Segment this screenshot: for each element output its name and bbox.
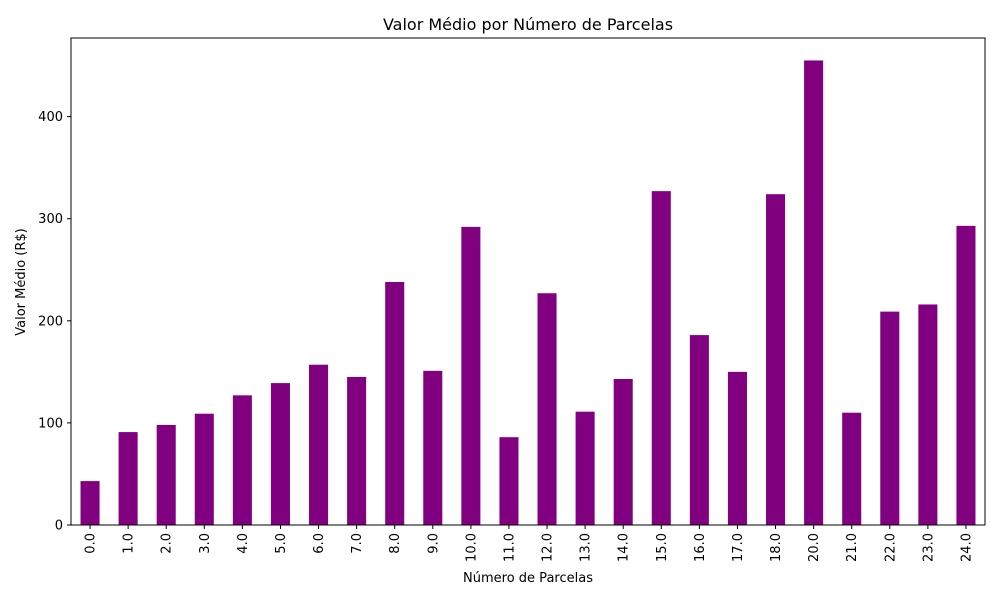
bar-17.0	[728, 372, 747, 525]
bars-layer	[81, 60, 976, 525]
x-tick-label: 16.0	[693, 533, 708, 562]
bar-12.0	[538, 293, 557, 525]
x-tick-label: 6.0	[312, 533, 327, 554]
bar-5.0	[271, 383, 290, 525]
x-tick-label: 10.0	[464, 533, 479, 562]
y-tick-label: 200	[38, 314, 63, 329]
y-axis: 0 100 200 300 400	[38, 110, 71, 533]
bar-9.0	[423, 371, 442, 525]
bar-3.0	[195, 414, 214, 525]
bar-8.0	[385, 282, 404, 525]
y-axis-label: Valor Médio (R$)	[14, 228, 29, 336]
y-tick-label: 0	[55, 519, 63, 534]
chart-title: Valor Médio por Número de Parcelas	[383, 15, 673, 34]
y-tick-label: 100	[38, 416, 63, 431]
x-axis: 0.0 1.0 2.0 3.0 4.0 5.0 6.0 7.0 8.0 9.0 10.0 11.0 12…	[84, 525, 975, 562]
x-tick-label: 18.0	[769, 533, 784, 562]
bar-15.0	[652, 191, 671, 525]
x-tick-label: 15.0	[655, 533, 670, 562]
x-tick-label: 20.0	[807, 533, 822, 562]
x-tick-label: 2.0	[160, 533, 175, 554]
x-tick-label: 1.0	[122, 533, 137, 554]
x-tick-label: 24.0	[959, 533, 974, 562]
bar-11.0	[499, 437, 518, 525]
bar-24.0	[956, 226, 975, 525]
x-tick-label: 7.0	[350, 533, 365, 554]
bar-7.0	[347, 377, 366, 525]
x-tick-label: 13.0	[579, 533, 594, 562]
x-tick-label: 12.0	[541, 533, 556, 562]
bar-4.0	[233, 395, 252, 525]
x-tick-label: 22.0	[883, 533, 898, 562]
x-tick-label: 11.0	[502, 533, 517, 562]
x-tick-label: 4.0	[236, 533, 251, 554]
bar-22.0	[880, 312, 899, 525]
y-tick-label: 400	[38, 110, 63, 125]
bar-18.0	[766, 194, 785, 525]
bar-10.0	[461, 227, 480, 525]
x-tick-label: 17.0	[731, 533, 746, 562]
x-tick-label: 8.0	[388, 533, 403, 554]
bar-23.0	[918, 304, 937, 525]
x-tick-label: 9.0	[426, 533, 441, 554]
x-axis-label: Número de Parcelas	[463, 571, 593, 586]
bar-21.0	[842, 413, 861, 525]
bar-1.0	[119, 432, 138, 525]
x-tick-label: 0.0	[84, 533, 99, 554]
x-tick-label: 14.0	[617, 533, 632, 562]
bar-16.0	[690, 335, 709, 525]
bar-20.0	[804, 60, 823, 525]
bar-13.0	[576, 412, 595, 525]
y-tick-label: 300	[38, 212, 63, 227]
x-tick-label: 3.0	[198, 533, 213, 554]
x-tick-label: 5.0	[274, 533, 289, 554]
x-tick-label: 21.0	[845, 533, 860, 562]
bar-14.0	[614, 379, 633, 525]
bar-6.0	[309, 365, 328, 525]
x-tick-label: 23.0	[921, 533, 936, 562]
bar-2.0	[157, 425, 176, 525]
bar-0.0	[81, 481, 100, 525]
